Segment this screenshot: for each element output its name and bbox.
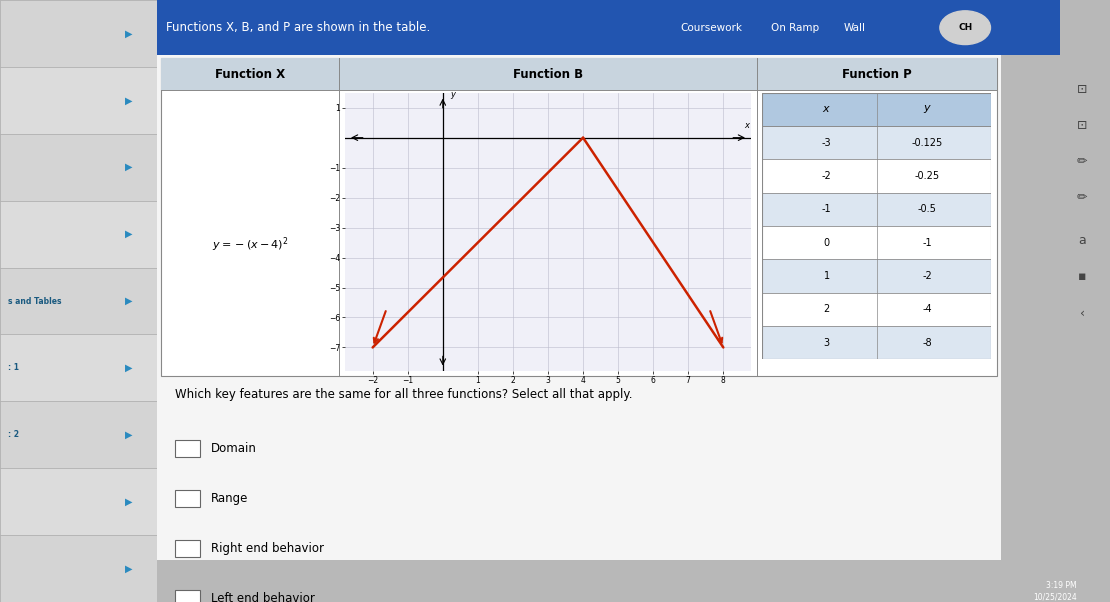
Text: Right end behavior: Right end behavior [211, 542, 324, 555]
Text: $y$: $y$ [922, 104, 931, 116]
Text: : 1: : 1 [8, 364, 19, 373]
Bar [161, 58, 997, 90]
Text: 10/25/2024: 10/25/2024 [1033, 592, 1077, 601]
Bar [157, 0, 1060, 55]
Text: ▶: ▶ [124, 162, 132, 172]
Text: 1: 1 [824, 271, 829, 281]
Text: ▪: ▪ [1078, 270, 1087, 284]
Text: -0.125: -0.125 [911, 138, 942, 147]
Text: ‹: ‹ [1080, 306, 1084, 320]
Text: Coursework: Coursework [680, 23, 743, 33]
Text: ⊡: ⊡ [1077, 82, 1088, 96]
Text: ✏: ✏ [1077, 155, 1088, 168]
Bar [0, 535, 157, 602]
Text: $y$: $y$ [450, 90, 457, 101]
Bar [0, 267, 157, 335]
Text: Function X: Function X [215, 67, 285, 81]
Text: -1: -1 [922, 238, 932, 247]
Text: Range: Range [211, 492, 249, 505]
Text: -0.25: -0.25 [915, 171, 940, 181]
Text: On Ramp: On Ramp [771, 23, 819, 33]
Bar [763, 326, 991, 359]
Text: ▶: ▶ [124, 363, 132, 373]
Bar [174, 590, 200, 602]
Bar [161, 58, 997, 376]
Text: $x$: $x$ [823, 104, 831, 114]
Bar [763, 126, 991, 160]
Text: ✏: ✏ [1077, 191, 1088, 204]
Text: Wall: Wall [844, 23, 865, 33]
Bar [0, 468, 157, 535]
Bar [0, 335, 157, 402]
Bar [763, 160, 991, 193]
Bar [763, 93, 991, 126]
Text: ▶: ▶ [124, 563, 132, 574]
Bar [174, 540, 200, 557]
Bar [157, 55, 1001, 560]
Text: Function B: Function B [513, 67, 583, 81]
Bar [0, 200, 157, 267]
Bar [0, 402, 157, 468]
Text: ▶: ▶ [124, 28, 132, 39]
Text: 2: 2 [824, 305, 829, 314]
Text: Function P: Function P [842, 67, 911, 81]
Text: -4: -4 [922, 305, 932, 314]
Text: ▶: ▶ [124, 430, 132, 440]
Text: $y = -(x-4)^2$: $y = -(x-4)^2$ [212, 236, 289, 254]
Text: Left end behavior: Left end behavior [211, 592, 314, 602]
Text: ⊡: ⊡ [1077, 119, 1088, 132]
Bar [174, 440, 200, 457]
Bar [763, 259, 991, 293]
Bar [0, 67, 157, 134]
Text: $x$: $x$ [744, 121, 751, 130]
Circle shape [940, 11, 990, 45]
Text: Which key features are the same for all three functions? Select all that apply.: Which key features are the same for all … [174, 388, 632, 402]
Text: : 2: : 2 [8, 430, 19, 439]
Text: -1: -1 [821, 205, 831, 214]
Bar [763, 293, 991, 326]
Text: a: a [1079, 234, 1086, 247]
Text: -0.5: -0.5 [918, 205, 937, 214]
Bar [0, 134, 157, 200]
Text: 3:19 PM: 3:19 PM [1046, 582, 1077, 590]
Text: -2: -2 [821, 171, 831, 181]
Bar [0, 0, 157, 67]
Text: s and Tables: s and Tables [8, 297, 61, 305]
Text: ▶: ▶ [124, 497, 132, 507]
Text: Domain: Domain [211, 442, 256, 455]
Text: ▶: ▶ [124, 95, 132, 105]
Text: -2: -2 [922, 271, 932, 281]
Bar [763, 193, 991, 226]
Text: -3: -3 [821, 138, 831, 147]
Text: 3: 3 [824, 338, 829, 348]
Text: CH: CH [958, 23, 972, 32]
Text: ▶: ▶ [124, 229, 132, 239]
Text: 0: 0 [824, 238, 829, 247]
Text: ▶: ▶ [124, 296, 132, 306]
Bar [763, 226, 991, 259]
Text: Functions X, B, and P are shown in the table.: Functions X, B, and P are shown in the t… [165, 21, 430, 34]
Text: -8: -8 [922, 338, 932, 348]
Bar [174, 490, 200, 507]
